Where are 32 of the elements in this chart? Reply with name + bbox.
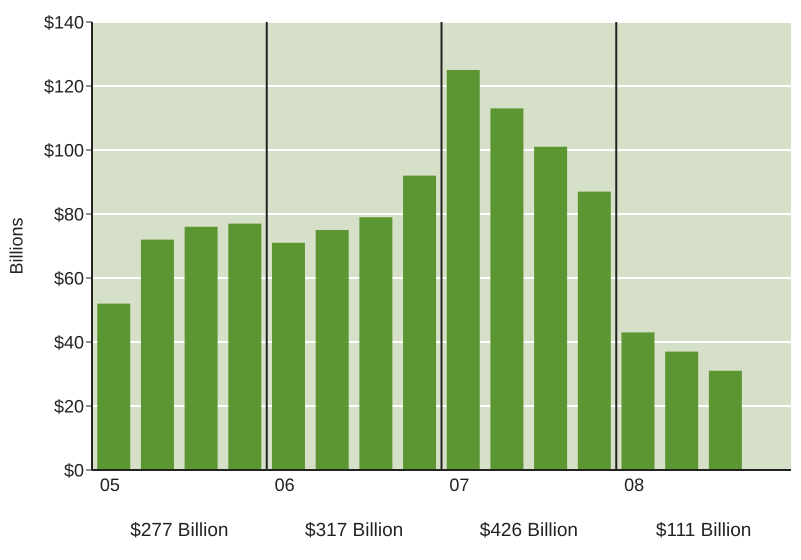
bar xyxy=(359,217,392,470)
bar xyxy=(184,226,218,470)
bar xyxy=(228,224,262,470)
bar xyxy=(621,332,654,470)
bar xyxy=(446,70,480,470)
x-tick-label: 07 xyxy=(449,474,470,495)
bar xyxy=(490,108,524,470)
y-tick-label: $20 xyxy=(54,396,84,416)
bar xyxy=(665,352,698,470)
bar xyxy=(534,146,568,470)
y-tick-label: $0 xyxy=(64,460,84,480)
text: $277 Billion xyxy=(129,520,230,542)
x-tick-label: 08 xyxy=(624,474,644,495)
bar xyxy=(97,304,130,470)
bar xyxy=(578,192,611,470)
y-tick-label: $120 xyxy=(44,76,84,96)
y-tick-label: $80 xyxy=(54,204,84,224)
y-tick-label: $100 xyxy=(44,140,84,160)
text: $111 Billion xyxy=(654,520,752,542)
y-tick-label: $140 xyxy=(44,12,84,32)
x-tick-label: 05 xyxy=(100,474,120,495)
y-tick-label: $40 xyxy=(54,332,84,352)
bar xyxy=(316,230,349,470)
bar xyxy=(272,242,305,470)
text: $317 Billion xyxy=(304,520,404,542)
y-tick-label: $60 xyxy=(54,268,84,288)
x-tick-label: 06 xyxy=(274,474,295,495)
bar xyxy=(403,176,436,470)
bar xyxy=(140,240,174,470)
y-axis-title: Billions xyxy=(6,217,26,275)
bar xyxy=(708,370,742,470)
text: $426 Billion xyxy=(478,520,579,542)
